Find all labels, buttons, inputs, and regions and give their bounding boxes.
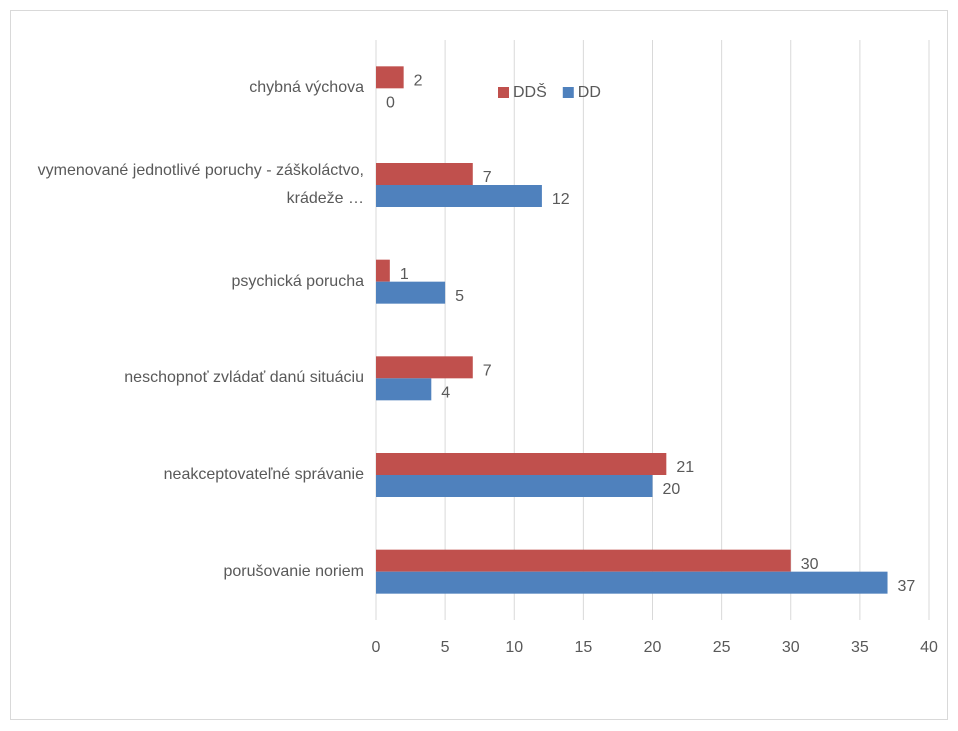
data-label: 30 (801, 556, 819, 573)
data-label: 7 (483, 363, 492, 380)
bar (376, 163, 473, 185)
data-label: 21 (676, 459, 694, 476)
data-label: 0 (386, 95, 395, 112)
data-label: 5 (455, 288, 464, 305)
legend-swatch (498, 87, 509, 98)
bar (376, 475, 653, 497)
data-label: 7 (483, 169, 492, 186)
legend-label: DD (578, 84, 601, 101)
bar (376, 453, 667, 475)
data-label: 1 (400, 266, 409, 283)
data-label: 20 (663, 481, 681, 498)
chart-frame (10, 10, 948, 720)
category-label: porušovanie noriem (223, 562, 364, 580)
bar (376, 66, 404, 89)
x-tick-label: 20 (644, 639, 662, 656)
x-tick-label: 10 (505, 639, 523, 656)
bar (376, 259, 390, 282)
x-tick-label: 0 (372, 639, 381, 656)
bar (376, 356, 473, 379)
bar (376, 571, 888, 594)
data-label: 2 (414, 73, 423, 90)
x-tick-label: 25 (713, 639, 731, 656)
x-tick-label: 30 (782, 639, 800, 656)
bar (376, 549, 791, 572)
x-tick-label: 5 (441, 639, 450, 656)
bar (376, 281, 446, 304)
x-tick-label: 35 (851, 639, 869, 656)
bar (376, 378, 432, 401)
legend-label: DDŠ (513, 82, 547, 101)
data-label: 37 (898, 578, 916, 595)
data-label: 12 (552, 191, 570, 208)
data-label: 4 (441, 385, 450, 402)
category-label: neschopnoť zvládať danú situáciu (124, 369, 364, 387)
bar (376, 185, 542, 207)
x-tick-label: 40 (920, 639, 938, 656)
category-label: neakceptovateľné správanie (163, 466, 364, 483)
category-label: vymenované jednotlivé poruchy - záškolác… (37, 162, 364, 207)
x-tick-label: 15 (574, 639, 592, 656)
legend-swatch (562, 87, 574, 98)
category-label: psychická porucha (231, 272, 364, 290)
category-label: chybná výchova (249, 79, 364, 97)
